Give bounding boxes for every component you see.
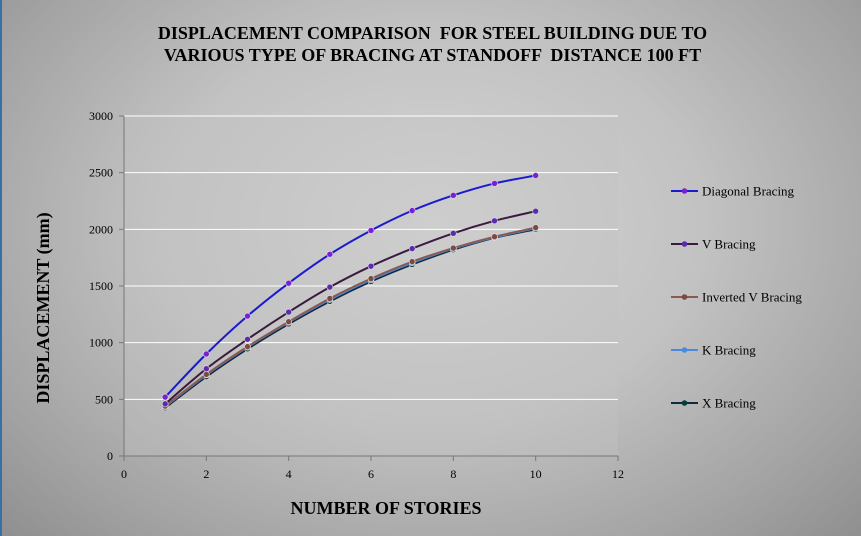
chart-title: DISPLACEMENT COMPARISON FOR STEEL BUILDI… <box>2 22 861 66</box>
data-point-1-5 <box>367 262 375 270</box>
chart-title-line-2: VARIOUS TYPE OF BRACING AT STANDOFF DIST… <box>163 45 702 65</box>
data-point-0-0 <box>161 393 169 401</box>
y-tick-labels: 0 500 1000 1500 2000 2500 3000 <box>89 109 113 463</box>
legend-swatch-marker-4 <box>681 400 688 406</box>
data-point-2-5 <box>367 275 375 282</box>
y-axis-title: DISPLACEMENT (mm) <box>33 212 54 403</box>
axes <box>119 115 619 461</box>
series-1 <box>161 207 539 408</box>
data-point-1-6 <box>408 245 416 252</box>
legend-swatch-marker-0 <box>681 188 688 194</box>
series-line-2 <box>164 226 536 407</box>
y-tick-label-1: 500 <box>95 392 113 406</box>
x-tick-label-5: 10 <box>530 467 542 481</box>
legend-label-3: K Bracing <box>702 343 756 358</box>
x-tick-label-2: 4 <box>286 467 292 481</box>
legend-label-4: X Bracing <box>702 396 756 411</box>
x-tick-label-6: 12 <box>612 467 624 481</box>
y-tick-label-3: 1500 <box>89 279 113 293</box>
series-group <box>161 172 539 412</box>
legend-swatch-marker-1 <box>681 241 688 247</box>
data-point-2-1 <box>203 371 210 378</box>
y-tick-label-0: 0 <box>107 449 113 463</box>
legend-item-0: Diagonal Bracing <box>671 184 795 199</box>
y-tick-label-5: 2500 <box>89 166 113 180</box>
data-point-1-9 <box>532 207 539 215</box>
series-2 <box>161 224 539 410</box>
data-point-1-8 <box>491 217 498 225</box>
data-point-2-7 <box>450 244 457 252</box>
legend-item-4: X Bracing <box>671 396 756 411</box>
data-point-0-4 <box>326 250 334 258</box>
x-tick-label-1: 2 <box>203 467 209 481</box>
legend: Diagonal Bracing V Bracing Inverted V Brac… <box>671 184 802 411</box>
series-0 <box>161 172 539 401</box>
data-point-0-1 <box>203 350 210 358</box>
legend-label-2: Inverted V Bracing <box>702 290 802 305</box>
data-point-2-6 <box>408 258 416 265</box>
x-axis-title: NUMBER OF STORIES <box>290 498 481 518</box>
x-tick-label-4: 8 <box>450 467 456 481</box>
data-point-2-8 <box>491 233 498 240</box>
data-point-0-7 <box>450 192 457 199</box>
legend-swatch-marker-3 <box>681 347 688 353</box>
data-point-1-3 <box>285 308 292 316</box>
data-point-2-4 <box>326 295 334 302</box>
data-point-1-2 <box>244 335 251 343</box>
data-point-0-8 <box>491 180 498 187</box>
series-line-1 <box>164 210 536 405</box>
y-tick-label-4: 2000 <box>89 222 113 236</box>
data-point-1-4 <box>326 283 334 291</box>
legend-item-2: Inverted V Bracing <box>671 290 802 305</box>
data-point-2-9 <box>532 224 539 231</box>
data-point-0-2 <box>244 312 251 320</box>
data-point-0-3 <box>285 279 292 287</box>
y-tick-label-6: 3000 <box>89 109 113 123</box>
data-point-1-1 <box>203 365 210 373</box>
data-point-2-2 <box>244 343 251 350</box>
data-point-2-3 <box>285 318 292 326</box>
legend-label-1: V Bracing <box>702 237 756 252</box>
data-point-1-7 <box>450 230 457 237</box>
series-line-0 <box>164 174 536 398</box>
data-point-1-0 <box>161 400 169 408</box>
data-point-0-5 <box>367 227 375 234</box>
chart-title-line-1: DISPLACEMENT COMPARISON FOR STEEL BUILDI… <box>157 23 708 43</box>
legend-item-3: K Bracing <box>671 343 756 358</box>
data-point-0-6 <box>408 207 416 214</box>
y-tick-label-2: 1000 <box>89 336 113 350</box>
x-tick-label-0: 0 <box>121 467 127 481</box>
legend-item-1: V Bracing <box>671 237 756 252</box>
data-point-0-9 <box>532 172 539 179</box>
x-tick-labels: 0 2 4 6 8 10 12 <box>121 467 624 481</box>
legend-swatch-marker-2 <box>681 294 688 300</box>
x-tick-label-3: 6 <box>368 467 374 481</box>
legend-label-0: Diagonal Bracing <box>702 184 795 199</box>
